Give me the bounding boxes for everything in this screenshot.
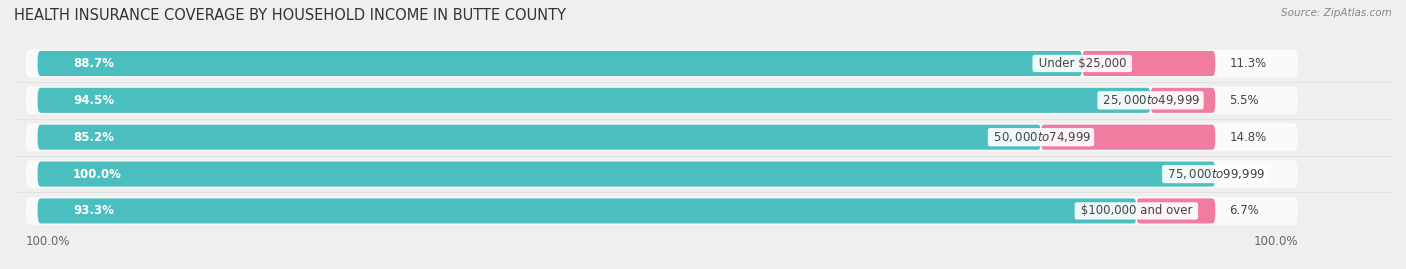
Text: 94.5%: 94.5% bbox=[73, 94, 114, 107]
Text: 93.3%: 93.3% bbox=[73, 204, 114, 217]
FancyBboxPatch shape bbox=[25, 86, 1298, 114]
Text: 100.0%: 100.0% bbox=[1253, 235, 1298, 248]
Text: 6.7%: 6.7% bbox=[1229, 204, 1260, 217]
FancyBboxPatch shape bbox=[25, 123, 1298, 151]
Text: 14.8%: 14.8% bbox=[1229, 131, 1267, 144]
Text: 5.5%: 5.5% bbox=[1229, 94, 1258, 107]
Text: 100.0%: 100.0% bbox=[73, 168, 122, 180]
Text: 11.3%: 11.3% bbox=[1229, 57, 1267, 70]
FancyBboxPatch shape bbox=[25, 197, 1298, 225]
FancyBboxPatch shape bbox=[1136, 198, 1215, 224]
Text: $25,000 to $49,999: $25,000 to $49,999 bbox=[1099, 93, 1202, 107]
FancyBboxPatch shape bbox=[1040, 125, 1215, 150]
FancyBboxPatch shape bbox=[25, 160, 1298, 188]
Text: $50,000 to $74,999: $50,000 to $74,999 bbox=[990, 130, 1092, 144]
Text: 85.2%: 85.2% bbox=[73, 131, 114, 144]
FancyBboxPatch shape bbox=[38, 51, 1083, 76]
FancyBboxPatch shape bbox=[38, 88, 1150, 113]
Text: HEALTH INSURANCE COVERAGE BY HOUSEHOLD INCOME IN BUTTE COUNTY: HEALTH INSURANCE COVERAGE BY HOUSEHOLD I… bbox=[14, 8, 567, 23]
FancyBboxPatch shape bbox=[38, 125, 1040, 150]
FancyBboxPatch shape bbox=[25, 49, 1298, 77]
Text: Under $25,000: Under $25,000 bbox=[1035, 57, 1130, 70]
Text: Source: ZipAtlas.com: Source: ZipAtlas.com bbox=[1281, 8, 1392, 18]
Text: $75,000 to $99,999: $75,000 to $99,999 bbox=[1164, 167, 1267, 181]
FancyBboxPatch shape bbox=[1150, 88, 1215, 113]
FancyBboxPatch shape bbox=[38, 198, 1136, 224]
Text: 0.0%: 0.0% bbox=[1229, 168, 1258, 180]
Text: 88.7%: 88.7% bbox=[73, 57, 114, 70]
FancyBboxPatch shape bbox=[1083, 51, 1215, 76]
Text: $100,000 and over: $100,000 and over bbox=[1077, 204, 1197, 217]
FancyBboxPatch shape bbox=[38, 161, 1215, 187]
Text: 100.0%: 100.0% bbox=[25, 235, 70, 248]
